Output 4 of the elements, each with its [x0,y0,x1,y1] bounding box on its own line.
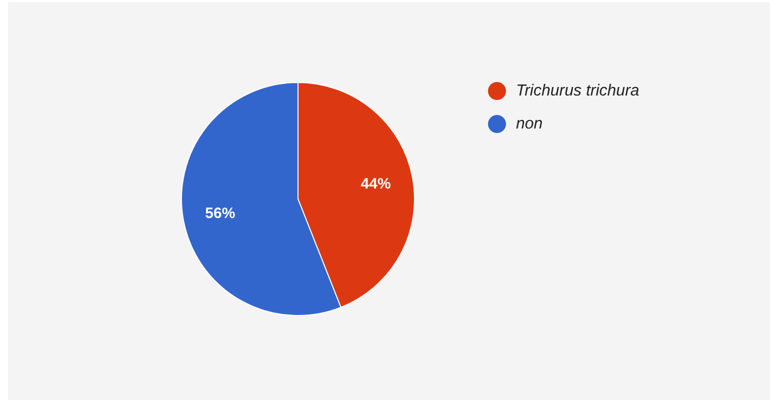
data-label: 44% [360,175,391,192]
data-label: 56% [205,204,236,222]
legend-label: non [516,115,543,132]
legend-label: Trichurus trichura [516,82,640,100]
